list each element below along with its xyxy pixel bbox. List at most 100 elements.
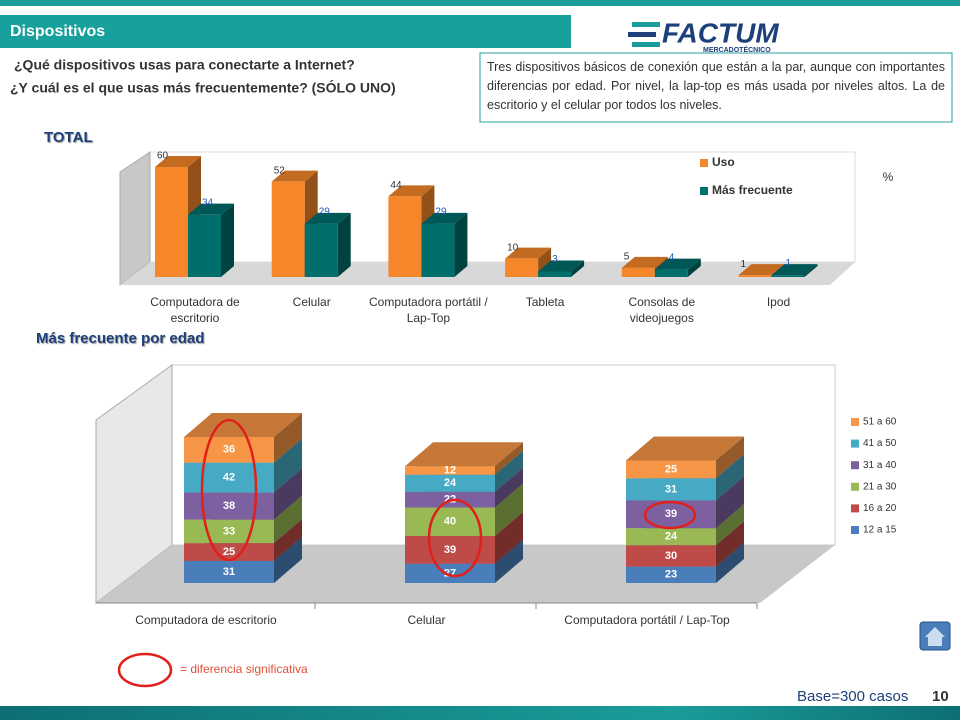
bar-side — [495, 511, 523, 564]
data-label: 39 — [444, 544, 456, 556]
highlight — [200, 418, 258, 562]
bar-side — [454, 212, 468, 277]
bar-front — [155, 167, 188, 277]
legend-swatch — [851, 504, 859, 513]
slide-title: Dispositivos — [10, 23, 105, 40]
x-tick-label: Computadora portátil / Lap-Top — [369, 295, 488, 325]
bar-front — [184, 462, 274, 493]
logo-stripe — [632, 22, 660, 27]
bar-front — [184, 543, 274, 561]
bar-front — [405, 474, 495, 492]
bar-side — [495, 467, 523, 508]
bar-side — [716, 476, 744, 529]
bar-top — [738, 264, 785, 276]
legend-label: 21 a 30 — [863, 481, 897, 492]
bar-front — [626, 500, 716, 529]
home-button[interactable] — [919, 621, 951, 651]
legend-label: Más frecuente — [712, 183, 793, 197]
bar — [304, 212, 351, 277]
bar-front — [626, 566, 716, 583]
highlight-key — [117, 652, 173, 688]
x-tick-label: Tableta — [525, 295, 565, 309]
legend-label: Uso — [712, 155, 735, 169]
bar-front — [538, 271, 572, 277]
legend-swatch — [851, 482, 859, 491]
bar-top — [621, 256, 668, 268]
bar-top — [505, 247, 552, 259]
bar — [771, 264, 818, 277]
data-label: 31 — [665, 483, 677, 495]
bar-side — [274, 468, 302, 520]
bar-side — [495, 442, 523, 475]
data-label: 39 — [665, 508, 677, 520]
bar — [188, 203, 234, 277]
data-label: 33 — [223, 525, 235, 537]
bar — [626, 436, 744, 479]
bar-side — [495, 539, 523, 583]
legend-swatch — [851, 526, 859, 534]
bar-front — [626, 528, 716, 546]
bar-side — [274, 413, 302, 463]
bar — [505, 247, 552, 277]
bar-top — [538, 260, 585, 272]
data-label: 10 — [507, 242, 519, 253]
bar-side — [716, 504, 744, 546]
bar-front — [738, 275, 772, 277]
bar-side — [274, 519, 302, 561]
bar-side — [716, 454, 744, 501]
title-bar — [0, 15, 571, 48]
data-label: 12 — [444, 464, 456, 476]
bar-side — [495, 483, 523, 536]
bar-front — [626, 478, 716, 501]
logo-sub: MERCADOTÉCNICO — [703, 45, 771, 54]
data-label: 1 — [786, 258, 792, 269]
data-label: 29 — [435, 206, 447, 217]
data-label: 29 — [319, 206, 331, 217]
legend-note: = diferencia significativa — [180, 662, 308, 676]
bar-front — [405, 563, 495, 583]
bottom-band — [0, 706, 960, 720]
x-tick-label: Computadora de escritorio — [150, 295, 240, 325]
bar — [654, 258, 701, 277]
bar-front — [271, 181, 305, 277]
data-label: 34 — [202, 197, 214, 208]
chart-1: 60 34 52 29 44 29 10 3 5 4 1 1 Uso Más frecuente — [155, 151, 818, 277]
logo: FACTUM MERCADOTÉCNICO — [628, 17, 779, 54]
logo-stripe — [628, 32, 656, 37]
legend-swatch — [851, 418, 859, 426]
bar-front — [184, 492, 274, 520]
back-wall — [149, 151, 856, 263]
bar-front — [621, 267, 655, 277]
legend-label: 31 a 40 — [863, 460, 897, 471]
bar-top — [155, 156, 201, 167]
bar-front — [304, 223, 338, 277]
bar-top — [188, 203, 234, 215]
data-label: 1 — [741, 259, 747, 270]
bar-top — [405, 442, 523, 467]
highlight — [427, 498, 483, 578]
legend-swatch — [851, 439, 859, 448]
bar-front — [654, 269, 688, 277]
logo-text: FACTUM — [662, 17, 779, 48]
data-label: 40 — [444, 516, 456, 528]
bar-side — [337, 212, 351, 277]
x-tick-label: Celular — [407, 613, 446, 627]
bar-top — [388, 185, 435, 197]
question: ¿Qué dispositivos usas para conectarte a… — [14, 57, 355, 73]
bar-side — [221, 203, 234, 277]
bar-side — [495, 450, 523, 492]
bar — [184, 413, 302, 463]
data-label: 3 — [552, 254, 558, 265]
question: ¿Y cuál es el que usas más frecuentement… — [10, 79, 396, 96]
legend-swatch — [851, 461, 859, 470]
highlights — [117, 418, 697, 688]
bar-front — [626, 545, 716, 567]
bar-side — [716, 542, 744, 583]
base-text: Base=300 casos — [797, 688, 908, 705]
data-label: 42 — [223, 472, 235, 484]
home-roof — [925, 627, 945, 637]
bar-front — [421, 223, 455, 277]
data-label: 60 — [157, 151, 169, 162]
legend-swatch — [700, 159, 708, 167]
